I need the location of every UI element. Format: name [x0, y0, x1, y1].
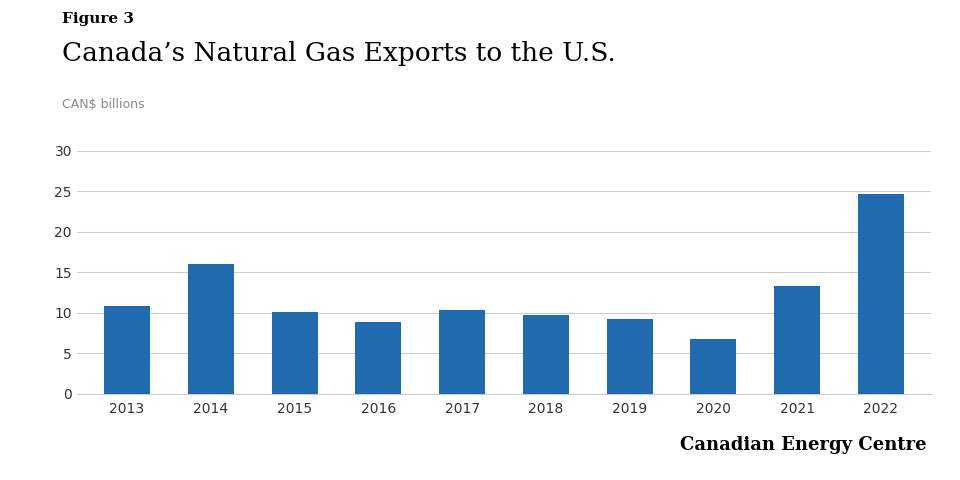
- Text: Canadian Energy Centre: Canadian Energy Centre: [680, 436, 926, 454]
- Text: Canada’s Natural Gas Exports to the U.S.: Canada’s Natural Gas Exports to the U.S.: [62, 41, 616, 66]
- Bar: [858, 193, 904, 394]
- Text: Figure 3: Figure 3: [62, 12, 134, 26]
- Bar: [272, 312, 318, 394]
- Bar: [774, 286, 820, 394]
- Bar: [607, 319, 653, 394]
- Bar: [690, 338, 736, 394]
- Bar: [104, 306, 150, 394]
- Bar: [439, 310, 485, 394]
- Bar: [523, 315, 569, 394]
- Text: CAN$ billions: CAN$ billions: [62, 98, 145, 111]
- Bar: [188, 264, 234, 394]
- Bar: [355, 323, 401, 394]
